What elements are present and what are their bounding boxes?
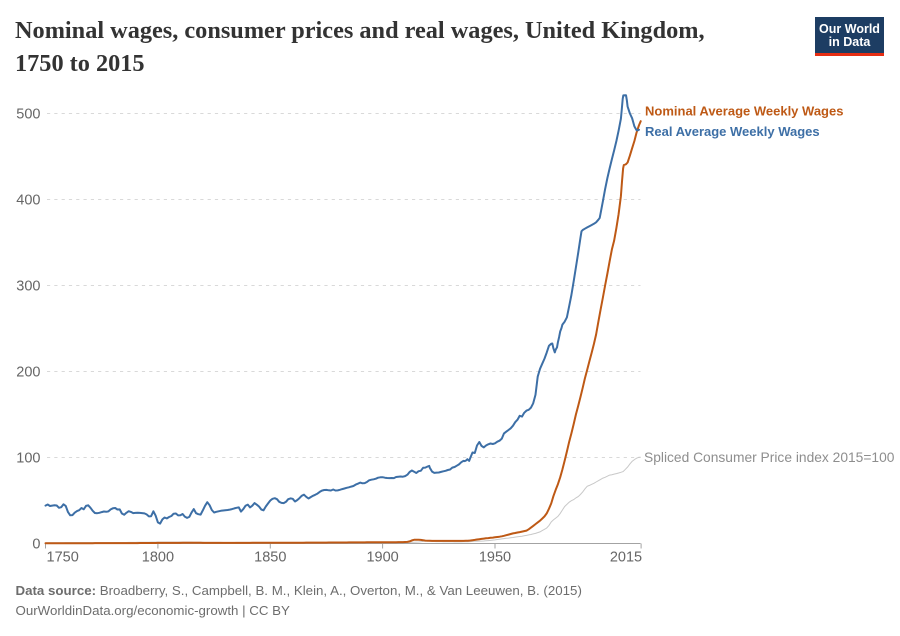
svg-text:1950: 1950 xyxy=(479,550,511,566)
svg-text:200: 200 xyxy=(16,364,40,380)
svg-text:100: 100 xyxy=(16,450,40,466)
svg-text:Real Average Weekly Wages: Real Average Weekly Wages xyxy=(645,124,820,139)
svg-text:500: 500 xyxy=(16,106,40,122)
svg-text:1800: 1800 xyxy=(142,550,174,566)
svg-text:Spliced Consumer Price index 2: Spliced Consumer Price index 2015=100 xyxy=(644,450,895,465)
svg-text:400: 400 xyxy=(16,192,40,208)
svg-text:Nominal Average Weekly Wages: Nominal Average Weekly Wages xyxy=(645,104,843,119)
svg-text:2015: 2015 xyxy=(610,550,642,566)
svg-text:1900: 1900 xyxy=(366,550,398,566)
svg-text:1750: 1750 xyxy=(47,550,79,566)
svg-text:300: 300 xyxy=(16,278,40,294)
svg-text:0: 0 xyxy=(32,536,40,552)
svg-text:1850: 1850 xyxy=(254,550,286,566)
